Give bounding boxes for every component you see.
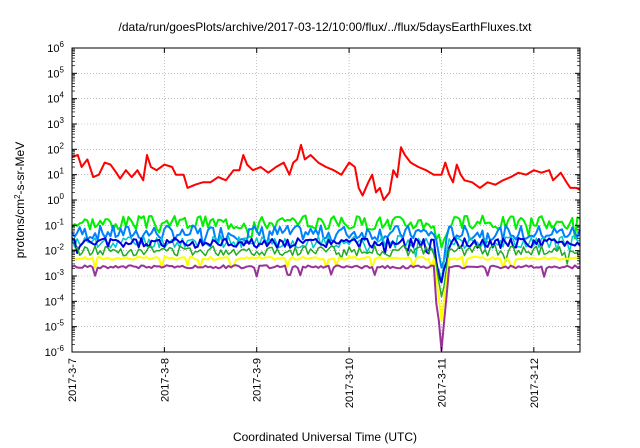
y-tick-exponent: 4 [60, 91, 65, 100]
series-line-8 [71, 264, 581, 352]
y-tick-base: 10 [47, 43, 59, 55]
y-tick-exponent: 2 [60, 141, 65, 150]
series-line-1 [71, 143, 581, 201]
y-tick-exponent: 1 [60, 167, 65, 176]
y-tick-label: 10-6 [45, 344, 65, 359]
y-tick-label: 10-3 [45, 268, 65, 283]
y-tick-label: 102 [47, 141, 64, 156]
y-tick-exponent: -6 [57, 344, 65, 353]
y-tick-exponent: -3 [57, 268, 65, 277]
x-tick-label: 2017-3-10 [344, 358, 356, 408]
plot-frame [71, 47, 581, 353]
y-tick-exponent: -4 [57, 293, 65, 302]
y-tick-label: 103 [47, 116, 64, 131]
y-tick-exponent: -5 [57, 319, 65, 328]
y-tick-exponent: 0 [60, 192, 65, 201]
y-tick-exponent: -1 [57, 217, 65, 226]
series-line-3 [71, 224, 581, 269]
y-tick-base: 10 [47, 94, 59, 106]
x-tick-label: 2017-3-8 [159, 358, 171, 402]
chart-title: /data/run/goesPlots/archive/2017-03-12/1… [119, 20, 533, 34]
y-tick-base: 10 [45, 246, 57, 258]
series-line-6 [71, 244, 581, 298]
y-tick-base: 10 [45, 347, 57, 359]
y-tick-exponent: -2 [57, 243, 65, 252]
y-axis: 10-610-510-410-310-210-11001011021031041… [45, 40, 580, 359]
series-lines [71, 143, 581, 352]
x-tick-label: 2017-3-7 [67, 358, 79, 402]
y-tick-base: 10 [47, 195, 59, 207]
y-tick-label: 101 [47, 167, 64, 182]
y-tick-label: 10-2 [45, 243, 65, 258]
y-tick-exponent: 6 [60, 40, 65, 49]
y-tick-base: 10 [47, 119, 59, 131]
x-tick-label: 2017-3-11 [436, 358, 448, 407]
y-tick-exponent: 5 [60, 65, 65, 74]
y-axis-label: protons/cm2-s-sr-MeV [13, 142, 28, 258]
y-tick-label: 104 [47, 91, 64, 106]
x-axis-label: Coordinated Universal Time (UTC) [233, 430, 417, 444]
series-line-5 [71, 237, 581, 284]
y-tick-base: 10 [45, 322, 57, 334]
grid-lines [72, 48, 580, 352]
y-tick-label: 100 [47, 192, 64, 207]
y-tick-base: 10 [47, 68, 59, 80]
y-tick-base: 10 [47, 144, 59, 156]
y-axis-label-sup: 2 [13, 194, 22, 199]
y-axis-label-base: protons/cm [13, 199, 27, 258]
y-tick-label: 10-1 [45, 217, 65, 232]
x-tick-label: 2017-3-12 [529, 358, 541, 408]
y-tick-base: 10 [45, 220, 57, 232]
y-tick-label: 106 [47, 40, 64, 55]
y-axis-label-rest: -s-sr-MeV [13, 142, 27, 195]
y-tick-exponent: 3 [60, 116, 65, 125]
x-axis: 2017-3-7 2017-3-8 2017-3-9 2017-3-10 2017-3-… [67, 48, 541, 408]
y-tick-base: 10 [45, 296, 57, 308]
y-tick-base: 10 [45, 271, 57, 283]
y-tick-label: 105 [47, 65, 64, 80]
series-line-2 [71, 214, 581, 249]
x-tick-label: 2017-3-9 [252, 358, 264, 402]
y-tick-base: 10 [47, 170, 59, 182]
y-tick-label: 10-5 [45, 319, 65, 334]
y-tick-label: 10-4 [45, 293, 65, 308]
